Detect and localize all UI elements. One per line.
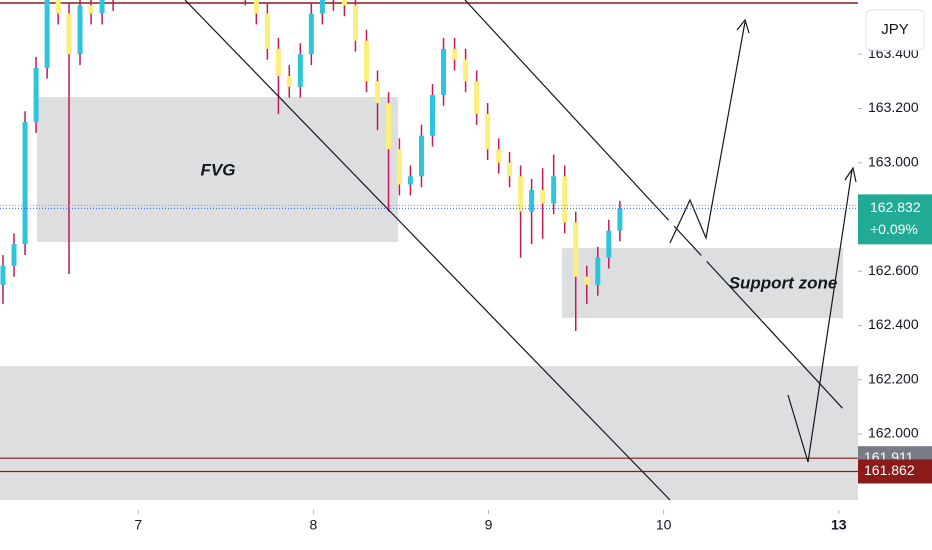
candle-body — [386, 103, 392, 150]
y-tick-label: 162.200 — [868, 370, 919, 386]
candle-body — [452, 48, 458, 60]
arrow-head — [736, 18, 750, 34]
candle-body — [297, 54, 303, 87]
y-tick-label: 162.600 — [868, 262, 919, 278]
candle-body — [33, 67, 39, 123]
candle-body — [66, 13, 72, 55]
currency-button[interactable] — [865, 9, 925, 51]
last-price-change: +0.09% — [870, 221, 918, 237]
x-tick-label: 10 — [656, 517, 672, 533]
candle-body — [286, 75, 292, 87]
candle-body — [418, 135, 424, 177]
candle-body — [485, 113, 491, 150]
zones — [0, 97, 858, 500]
arrow-path — [669, 21, 746, 244]
candle-body — [540, 189, 546, 204]
currency-label[interactable]: JPY — [881, 21, 909, 38]
candle-body — [88, 5, 94, 14]
candle-body — [363, 40, 369, 82]
candle-body — [352, 5, 358, 41]
candle-body — [518, 176, 524, 212]
candle-body — [44, 0, 50, 68]
candle-body — [474, 81, 480, 114]
candle-body — [562, 176, 568, 223]
candle-body — [375, 81, 381, 104]
candle-body — [0, 265, 6, 285]
demand-zone — [0, 366, 858, 500]
candle-body — [430, 94, 436, 136]
candle-body — [573, 222, 579, 277]
y-tick-label: 163.200 — [868, 99, 919, 115]
x-tick-label: 9 — [485, 517, 493, 533]
candle-body — [11, 244, 17, 266]
candle-body — [606, 230, 612, 258]
candle-body — [584, 276, 590, 285]
price-label: 161.862 — [864, 462, 915, 478]
x-tick-label: 13 — [831, 517, 847, 533]
candle-body — [496, 149, 502, 163]
candle-body — [308, 13, 314, 55]
candle-body — [55, 0, 61, 14]
y-tick-label: 162.400 — [868, 316, 919, 332]
arrow-head — [844, 166, 857, 183]
candle-body — [264, 13, 270, 49]
candle-body — [507, 162, 513, 177]
candle-body — [595, 257, 601, 285]
trend-line — [464, 0, 859, 426]
candle-body — [617, 208, 623, 231]
candle-body — [396, 149, 402, 185]
x-tick-label: 7 — [134, 517, 142, 533]
y-tick-label: 163.000 — [868, 153, 919, 169]
candle-body — [22, 122, 28, 245]
x-tick-label: 8 — [310, 517, 318, 533]
plot-area — [0, 0, 858, 473]
candle-body — [441, 48, 447, 95]
candle-body — [99, 0, 105, 14]
price-axis: 163.400163.200163.000162.600162.400162.2… — [134, 45, 932, 533]
annotation: FVG — [201, 160, 236, 179]
annotation: Support zone — [729, 273, 838, 292]
y-tick-label: 162.000 — [868, 425, 919, 441]
trend-line — [184, 0, 671, 501]
candle-body — [275, 48, 281, 76]
fvg-zone — [37, 97, 398, 242]
candle-body — [407, 176, 413, 185]
candle-body — [253, 0, 259, 14]
candle-body — [319, 0, 325, 14]
candle-body — [551, 176, 557, 204]
price-label-box — [858, 459, 932, 484]
last-price-label: 162.832 — [870, 199, 921, 215]
arrow-path — [787, 169, 853, 463]
candle-body — [463, 59, 469, 82]
drawings — [184, 0, 859, 501]
candle-body — [529, 189, 535, 212]
candle-body — [77, 5, 83, 55]
candle-body — [341, 0, 347, 6]
last-price-box — [858, 194, 932, 245]
